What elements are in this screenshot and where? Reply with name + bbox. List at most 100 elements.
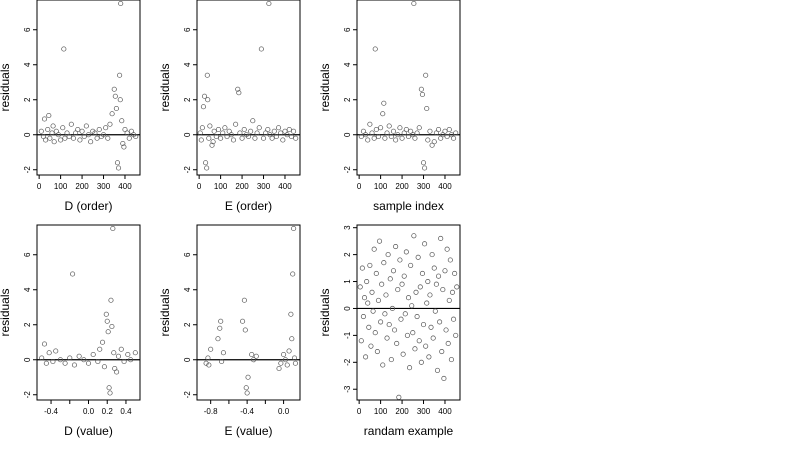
data-point <box>206 362 212 368</box>
data-point <box>369 289 375 295</box>
data-point <box>413 289 419 295</box>
data-point <box>424 300 430 306</box>
data-point <box>378 125 384 131</box>
x-axis-label: randam example <box>364 424 454 438</box>
data-point <box>133 133 139 140</box>
y-axis-label: residuals <box>318 63 332 111</box>
y-tick-label: 4 <box>183 287 192 292</box>
y-tick-label: -2 <box>183 391 192 399</box>
y-tick-label: 0 <box>343 306 352 311</box>
data-point <box>210 139 216 145</box>
data-point <box>380 111 386 117</box>
data-point <box>388 357 394 363</box>
data-point <box>425 278 431 285</box>
x-tick-label: 300 <box>417 182 431 191</box>
y-tick-label: 2 <box>343 252 352 257</box>
data-point <box>68 121 74 127</box>
plot-frame <box>196 0 301 176</box>
data-point <box>399 135 405 141</box>
x-tick-label: -0.4 <box>44 407 58 416</box>
scatter-panel-5: -0.8 -0.4 0.0 -2 0 2 4 6 E (value) residuals <box>158 224 301 438</box>
data-point <box>363 354 369 360</box>
data-point <box>284 132 290 138</box>
data-point <box>381 260 387 266</box>
data-point <box>419 270 425 277</box>
data-point <box>379 281 385 287</box>
data-point <box>375 297 382 303</box>
data-point <box>446 297 452 303</box>
data-point <box>444 133 450 140</box>
data-point <box>381 100 387 106</box>
x-tick-label: 0 <box>357 407 362 416</box>
data-point <box>46 112 52 119</box>
data-point <box>432 308 438 314</box>
data-point <box>117 97 123 103</box>
y-tick-label: 2 <box>23 322 32 327</box>
data-point <box>218 135 224 141</box>
data-point <box>57 357 63 363</box>
data-point <box>200 104 206 110</box>
data-point <box>201 93 208 99</box>
data-point <box>430 335 436 341</box>
data-point <box>407 365 413 371</box>
data-point <box>424 105 430 112</box>
data-point <box>440 287 446 293</box>
scatter-panel-6: 0 100 200 300 400 -3 -2 -1 0 1 2 3 randam example res… <box>318 224 461 438</box>
data-point <box>451 135 457 141</box>
data-point <box>290 271 296 277</box>
y-tick-label: 0 <box>183 132 192 137</box>
data-point <box>100 132 107 138</box>
data-point <box>402 311 408 317</box>
data-point <box>76 353 82 359</box>
data-point <box>96 126 102 133</box>
data-point <box>359 265 365 271</box>
data-point <box>361 295 368 301</box>
y-tick-label: 1 <box>343 279 352 284</box>
data-point <box>288 311 294 317</box>
y-tick-label: 4 <box>183 62 192 67</box>
data-point <box>105 329 111 335</box>
data-point <box>125 351 131 358</box>
data-point <box>444 246 450 252</box>
data-point <box>71 362 78 368</box>
data-point <box>111 86 117 92</box>
x-axis-label: E (value) <box>224 424 272 438</box>
data-point <box>114 160 121 166</box>
y-tick-label: -2 <box>343 358 352 366</box>
data-point <box>423 72 429 78</box>
data-point <box>88 139 94 145</box>
data-point <box>385 252 391 258</box>
data-point <box>395 132 401 138</box>
data-point <box>374 348 380 355</box>
data-point <box>365 300 371 306</box>
y-tick-label: -2 <box>183 166 192 174</box>
data-point <box>367 262 373 268</box>
scatter-panel-3: 0 100 200 300 400 -2 0 2 4 6 sample index residuals <box>318 0 461 213</box>
data-point <box>85 360 92 366</box>
data-point <box>396 394 402 400</box>
data-point <box>253 353 259 359</box>
data-point <box>105 135 111 141</box>
data-point <box>62 360 68 366</box>
data-point <box>107 121 113 127</box>
data-point <box>386 123 392 129</box>
data-point <box>389 305 395 312</box>
data-point <box>431 139 437 145</box>
data-point <box>108 297 114 303</box>
data-point <box>404 332 410 338</box>
plot-frame <box>36 224 141 401</box>
data-point <box>291 128 297 134</box>
data-point <box>441 375 447 382</box>
y-tick-label: 0 <box>343 132 352 137</box>
data-point <box>364 278 370 285</box>
data-point <box>95 358 101 365</box>
x-axis-label: D (order) <box>64 199 112 213</box>
data-point <box>75 126 81 133</box>
data-point <box>70 271 76 277</box>
data-point <box>128 357 134 363</box>
y-tick-label: 0 <box>23 132 32 137</box>
data-point <box>61 46 67 52</box>
data-point <box>393 137 399 143</box>
data-point <box>435 273 442 279</box>
y-tick-label: -1 <box>343 331 352 339</box>
